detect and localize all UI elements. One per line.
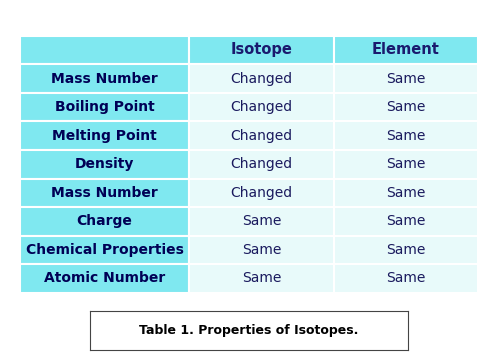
Text: Same: Same	[386, 271, 426, 286]
Text: Same: Same	[386, 186, 426, 200]
Text: Atomic Number: Atomic Number	[44, 271, 165, 286]
Text: Same: Same	[242, 243, 281, 257]
Text: Chemical Properties: Chemical Properties	[26, 243, 184, 257]
Text: Same: Same	[386, 157, 426, 171]
Text: Changed: Changed	[231, 157, 293, 171]
Text: Changed: Changed	[231, 186, 293, 200]
Text: Table 1. Properties of Isotopes.: Table 1. Properties of Isotopes.	[139, 324, 359, 337]
Text: Mass Number: Mass Number	[51, 186, 158, 200]
Text: Changed: Changed	[231, 71, 293, 86]
Text: Same: Same	[386, 100, 426, 114]
Text: Charge: Charge	[77, 214, 132, 228]
Text: Element: Element	[372, 42, 440, 57]
Text: Same: Same	[242, 271, 281, 286]
Text: Same: Same	[386, 214, 426, 228]
Text: Melting Point: Melting Point	[52, 129, 157, 143]
Text: Boiling Point: Boiling Point	[55, 100, 154, 114]
Text: Changed: Changed	[231, 129, 293, 143]
Text: Changed: Changed	[231, 100, 293, 114]
Text: Same: Same	[386, 129, 426, 143]
Text: Isotope: Isotope	[231, 42, 292, 57]
Text: Density: Density	[75, 157, 134, 171]
Text: Same: Same	[386, 71, 426, 86]
Text: Same: Same	[386, 243, 426, 257]
Text: Same: Same	[242, 214, 281, 228]
Text: Mass Number: Mass Number	[51, 71, 158, 86]
